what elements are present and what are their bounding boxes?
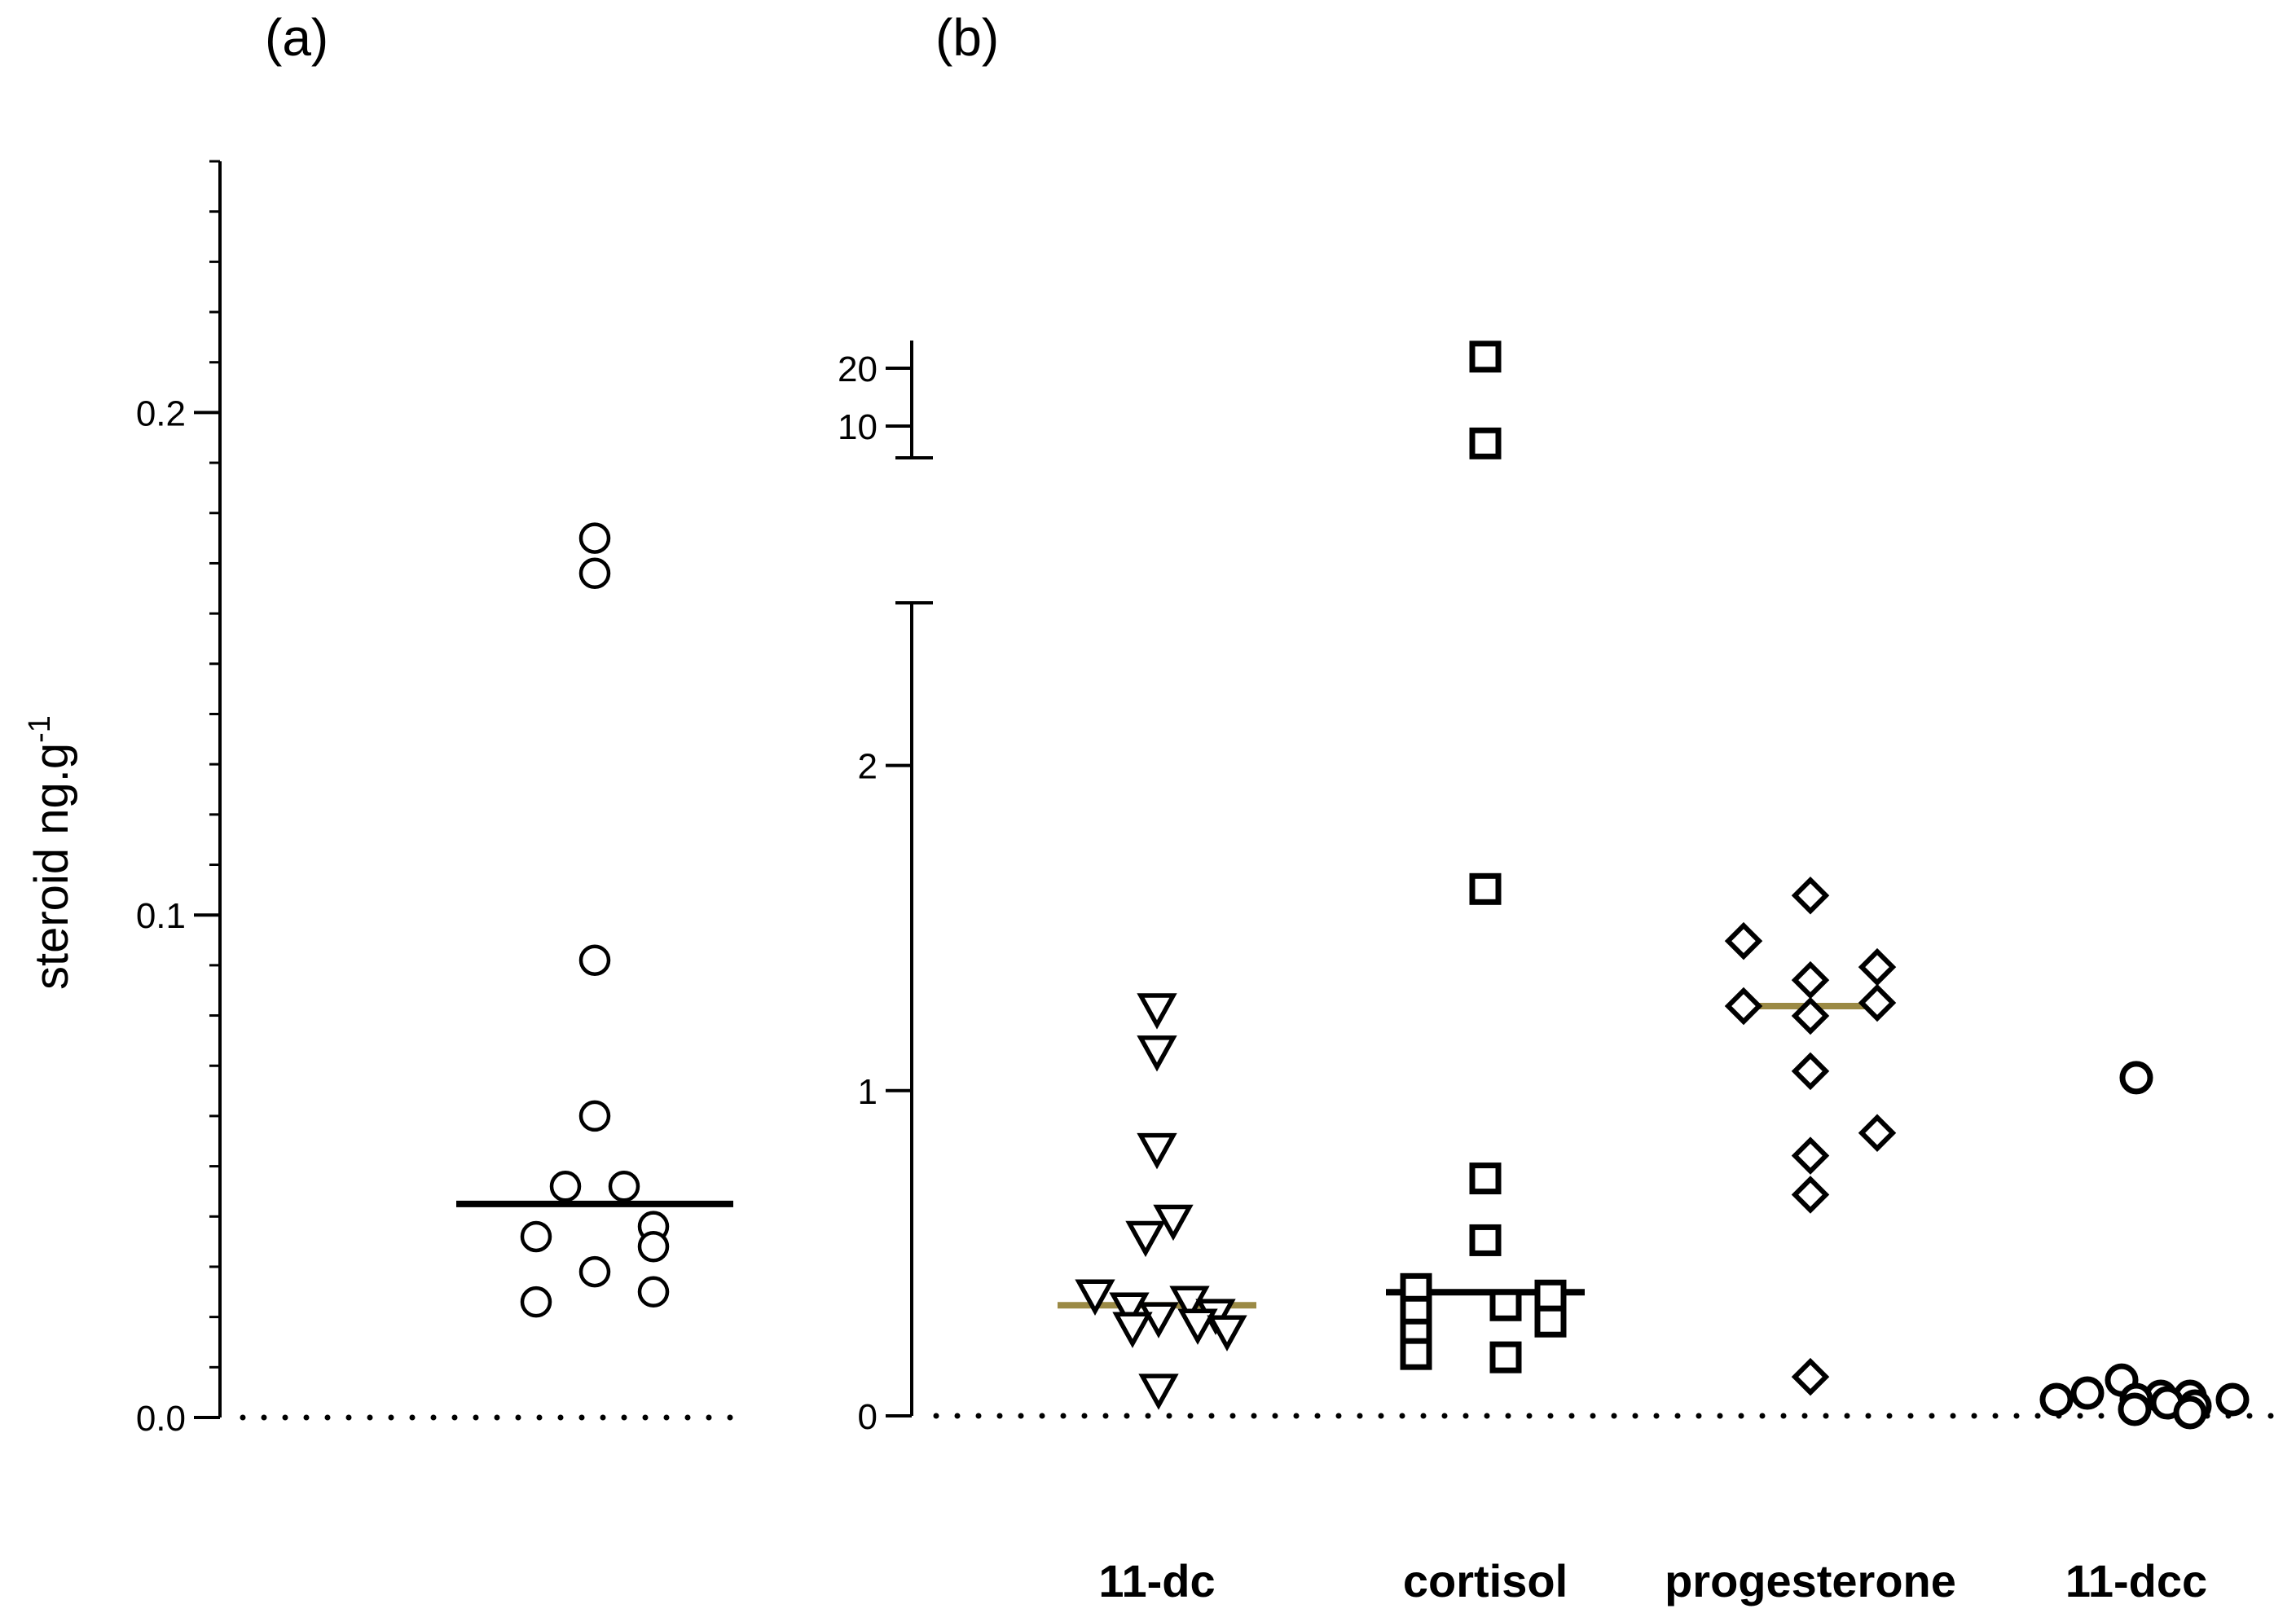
data-point-a: [578, 522, 611, 554]
data-point-square: [1400, 1338, 1432, 1370]
tick-label-b: 1: [858, 1072, 877, 1112]
data-point-triangle: [1125, 1220, 1166, 1258]
tick-label-b: 0: [858, 1397, 877, 1437]
panel-a: 0.0 0.1 0.2: [136, 160, 753, 1439]
data-point-square: [1534, 1279, 1567, 1312]
y-axis-title: steroid ng.g-1: [23, 715, 78, 990]
data-point-a: [578, 1100, 611, 1132]
data-point-square: [1469, 427, 1502, 459]
data-point-a: [520, 1220, 552, 1253]
data-point-circle: [2118, 1392, 2152, 1426]
data-point-diamond: [1791, 1176, 1830, 1214]
data-point-diamond: [1724, 987, 1763, 1026]
data-point-a: [637, 1231, 670, 1263]
data-point-diamond: [1724, 921, 1763, 960]
data-point-square: [1469, 872, 1502, 905]
data-point-diamond: [1791, 1052, 1830, 1091]
upper-tick-label: 10: [838, 407, 877, 447]
data-point-triangle: [1137, 993, 1177, 1030]
data-point-a: [578, 557, 611, 590]
category-label: 11-dc: [1098, 1555, 1215, 1606]
data-point-a: [637, 1276, 670, 1308]
data-point-square: [1469, 1224, 1502, 1256]
category-label: progesterone: [1665, 1555, 1956, 1606]
data-point-triangle: [1137, 1035, 1177, 1072]
data-point-diamond: [1791, 960, 1830, 1000]
data-point-circle: [2215, 1382, 2250, 1417]
tick-label-b: 2: [858, 747, 877, 787]
data-point-diamond: [1791, 877, 1830, 915]
category-label: cortisol: [1403, 1555, 1568, 1606]
data-point-triangle: [1137, 1132, 1177, 1170]
data-point-diamond: [1858, 983, 1897, 1022]
data-point-a: [608, 1171, 640, 1202]
tick-label-a: 0.2: [136, 393, 186, 433]
data-point-triangle: [1075, 1279, 1115, 1316]
data-point-square: [1534, 1305, 1567, 1338]
data-point-triangle: [1207, 1315, 1247, 1351]
data-point-square: [1489, 1341, 1522, 1373]
data-point-a: [520, 1286, 552, 1318]
upper-tick-label: 20: [838, 349, 877, 389]
data-point-triangle: [1112, 1312, 1153, 1348]
data-point-a: [578, 1255, 611, 1288]
data-point-triangle: [1138, 1373, 1179, 1410]
data-point-triangle: [1109, 1292, 1150, 1329]
data-point-circle: [2173, 1395, 2207, 1430]
category-label: 11-dcc: [2065, 1555, 2207, 1606]
data-point-square: [1469, 341, 1502, 373]
tick-label-a: 0.0: [136, 1399, 186, 1439]
data-point-diamond: [1858, 947, 1897, 987]
panel-label-a: (a): [265, 8, 328, 67]
data-point-diamond: [1791, 1357, 1830, 1396]
tick-label-a: 0.1: [136, 896, 186, 936]
panel-label-b: (b): [935, 8, 999, 67]
data-point-triangle: [1177, 1308, 1218, 1345]
data-point-diamond: [1858, 1114, 1897, 1152]
data-point-diamond: [1791, 1136, 1830, 1175]
data-point-triangle: [1138, 1302, 1179, 1338]
data-point-circle: [2070, 1376, 2105, 1410]
data-point-diamond: [1791, 996, 1830, 1035]
data-point-circle: [2119, 1061, 2153, 1095]
data-point-square: [1469, 1163, 1502, 1195]
data-point-square: [1489, 1289, 1522, 1321]
data-point-a: [578, 944, 611, 976]
panel-b: 0 1 2 10 20 11-dc cortisol progesterone 11-dcc: [838, 341, 2293, 1606]
data-point-circle: [2039, 1382, 2074, 1417]
data-point-a: [549, 1171, 582, 1202]
